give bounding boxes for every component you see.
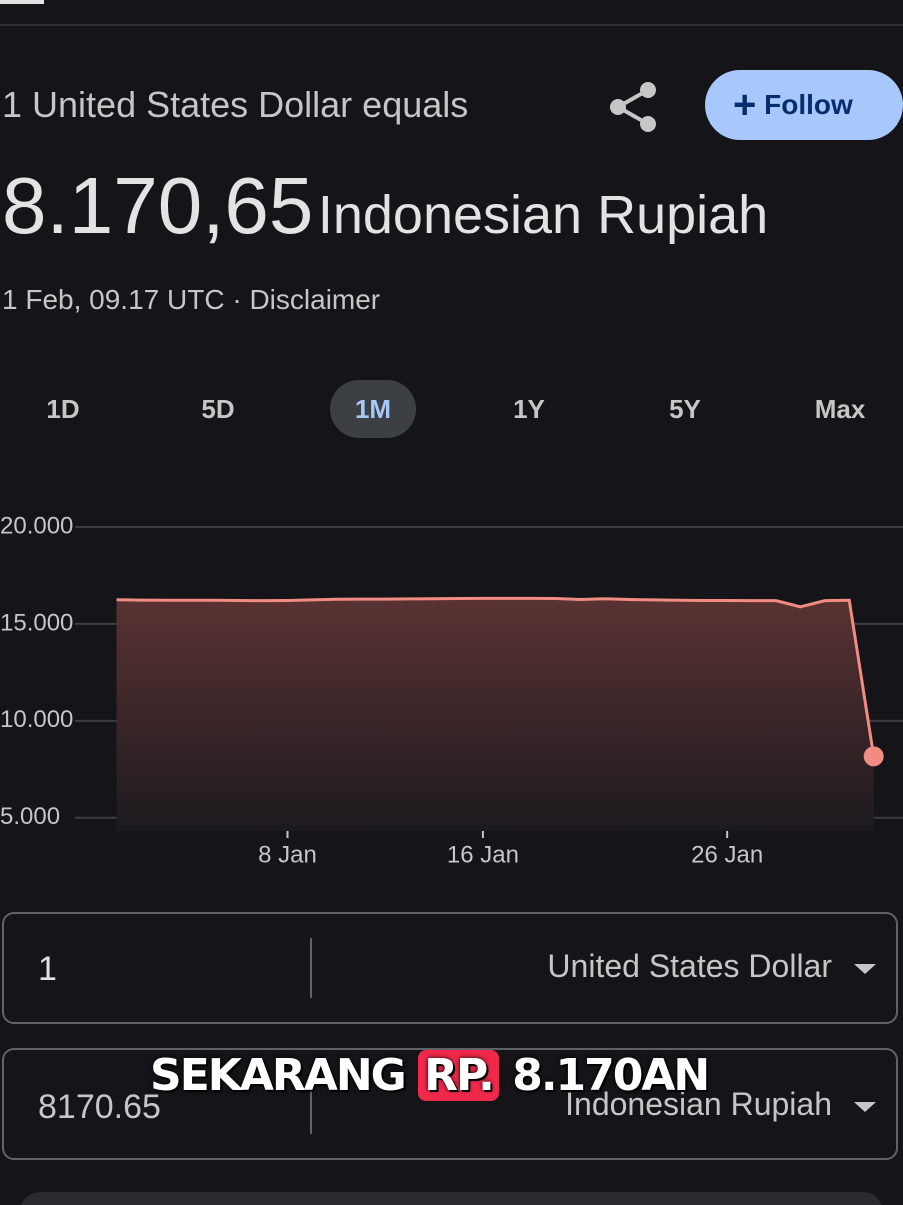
divider <box>0 24 903 26</box>
rate: 8.170,65 Indonesian Rupiah <box>2 160 768 252</box>
x-tick-label: 8 Jan <box>258 841 317 868</box>
range-button[interactable]: 5D <box>201 394 235 424</box>
disclaimer-link[interactable]: Disclaimer <box>249 284 381 315</box>
to-field[interactable]: 8170.65 Indonesian Rupiah <box>2 1048 898 1160</box>
range-button[interactable]: 5Y <box>669 394 701 424</box>
lead-text: 1 United States Dollar equals <box>2 84 469 125</box>
from-field[interactable]: 1 United States Dollar <box>2 912 898 1024</box>
field-divider <box>310 938 312 998</box>
dropdown-arrow[interactable] <box>854 964 876 974</box>
dropdown-arrow[interactable] <box>854 1102 876 1112</box>
separator: · <box>232 284 242 315</box>
y-tick-label: 5.000 <box>0 803 60 830</box>
to-currency[interactable]: Indonesian Rupiah <box>565 1086 832 1122</box>
y-tick-label: 15.000 <box>0 609 73 636</box>
from-amount[interactable]: 1 <box>38 950 57 988</box>
share-icon[interactable] <box>606 80 660 134</box>
from-currency[interactable]: United States Dollar <box>547 948 832 984</box>
follow-button[interactable]: + Follow <box>705 70 903 140</box>
menu-bar <box>0 0 44 4</box>
y-tick-label: 10.000 <box>0 706 73 733</box>
plus-icon: + <box>733 83 757 127</box>
caption-text: 8.170AN <box>512 1050 710 1101</box>
x-tick-label: 26 Jan <box>691 841 763 868</box>
rate-amount: 8.170,65 <box>2 161 314 250</box>
range-button[interactable]: 1M <box>330 380 416 438</box>
next-card <box>20 1192 883 1205</box>
range-button[interactable]: 1D <box>46 394 80 424</box>
video-caption: SEKARANG RP. 8.170AN <box>150 1050 710 1101</box>
follow-label: Follow <box>764 89 853 120</box>
field-divider <box>310 1074 312 1134</box>
to-amount[interactable]: 8170.65 <box>38 1088 161 1126</box>
range-button[interactable]: 1Y <box>513 394 545 424</box>
timestamp: 1 Feb, 09.17 UTC <box>2 284 225 315</box>
caption-text: SEKARANG <box>150 1050 407 1101</box>
rate-currency: Indonesian Rupiah <box>317 185 769 245</box>
range-button[interactable]: Max <box>814 394 866 424</box>
caption-highlight: RP. <box>418 1050 499 1101</box>
end-point <box>863 746 884 767</box>
x-tick-label: 16 Jan <box>447 841 519 868</box>
y-tick-label: 20.000 <box>0 512 73 539</box>
chart: 20.000 15.000 10.000 5.000 8 Jan 16 Jan 26 Jan <box>0 512 903 868</box>
area-fill <box>116 598 874 831</box>
line <box>116 596 876 757</box>
timestamp-row: 1 Feb, 09.17 UTC · Disclaimer <box>2 284 380 316</box>
